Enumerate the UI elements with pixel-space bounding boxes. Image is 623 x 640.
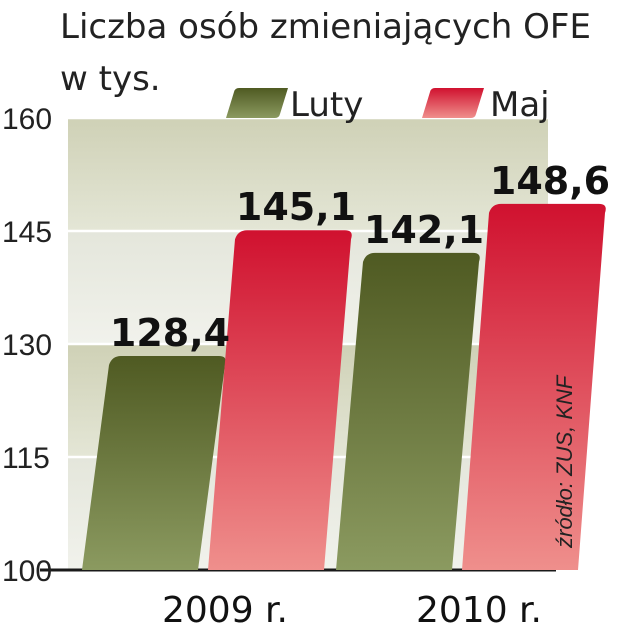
legend-swatch-luty	[226, 88, 288, 118]
legend-swatch-maj	[422, 88, 484, 118]
x-category-label: 2010 r.	[416, 590, 542, 631]
y-tick-label: 130	[2, 329, 52, 362]
value-label: 145,1	[236, 185, 356, 229]
legend-label-maj: Maj	[490, 85, 550, 125]
y-tick-label: 145	[2, 216, 52, 249]
value-label: 128,4	[110, 311, 230, 355]
value-label: 148,6	[490, 159, 610, 203]
y-tick-label: 100	[2, 555, 52, 588]
bar-maj-2	[462, 203, 606, 570]
legend-label-luty: Luty	[290, 85, 363, 125]
bar-maj-1	[208, 230, 352, 570]
chart-title: Liczba osób zmieniających OFE	[60, 7, 591, 47]
source-note: źródło: ZUS, KNF	[552, 374, 577, 549]
y-tick-label: 115	[2, 442, 50, 475]
category-labels: 2009 r. 2010 r.	[162, 590, 542, 631]
bar-luty-2	[336, 252, 480, 570]
legend: Luty Maj	[226, 85, 550, 125]
y-tick-label: 160	[2, 103, 52, 136]
value-label: 142,1	[364, 208, 484, 252]
y-axis-ticks: 100 115 130 145 160	[2, 103, 52, 588]
bars	[82, 203, 606, 570]
plot-band	[68, 118, 548, 231]
x-category-label: 2009 r.	[162, 590, 288, 631]
bar-luty-1	[82, 356, 226, 570]
chart-subtitle: w tys.	[60, 59, 161, 99]
